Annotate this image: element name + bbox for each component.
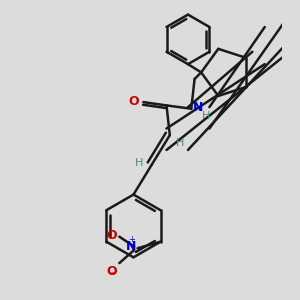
Text: H: H bbox=[176, 138, 184, 148]
Text: H: H bbox=[202, 111, 210, 122]
Text: O: O bbox=[106, 265, 117, 278]
Text: N: N bbox=[125, 240, 136, 253]
Text: O: O bbox=[129, 94, 140, 108]
Text: O: O bbox=[106, 229, 117, 242]
Text: -: - bbox=[110, 267, 115, 280]
Text: H: H bbox=[135, 158, 143, 168]
Text: N: N bbox=[193, 101, 203, 114]
Text: +: + bbox=[129, 235, 136, 244]
